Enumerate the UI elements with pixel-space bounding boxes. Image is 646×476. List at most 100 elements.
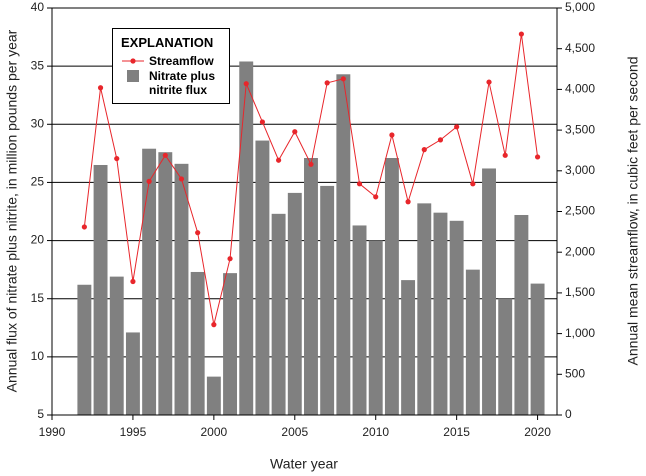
y-tick-label: 5 xyxy=(37,407,44,421)
marker xyxy=(276,157,282,163)
bar xyxy=(498,298,513,415)
x-tick-label: 2020 xyxy=(524,425,551,439)
x-tick-label: 2005 xyxy=(281,425,308,439)
marker xyxy=(356,181,363,187)
marker xyxy=(146,178,152,184)
y2-tick-label: 1,500 xyxy=(565,285,595,299)
bar xyxy=(223,273,238,415)
legend-item: Nitrate plus nitrite flux xyxy=(121,69,223,97)
bar xyxy=(352,225,367,415)
legend-label: Streamflow xyxy=(149,54,214,68)
legend-bar xyxy=(127,70,139,82)
bar xyxy=(401,280,416,415)
bar xyxy=(93,164,108,415)
y2-tick-label: 1,000 xyxy=(565,326,595,340)
marker xyxy=(534,154,541,160)
bar xyxy=(304,158,318,415)
legend-swatch xyxy=(122,58,144,64)
legend-title: EXPLANATION xyxy=(121,35,214,50)
marker xyxy=(259,119,266,125)
marker xyxy=(114,155,120,162)
marker xyxy=(324,80,330,86)
x-tick-label: 2000 xyxy=(201,425,228,439)
bar xyxy=(384,158,399,415)
legend-label: Nitrate plus nitrite flux xyxy=(149,69,216,97)
y-tick-label: 15 xyxy=(31,291,45,305)
bar xyxy=(255,140,270,415)
bar xyxy=(271,213,286,415)
x-tick-label: 2015 xyxy=(443,425,470,439)
y2-tick-label: 3,000 xyxy=(565,163,595,177)
marker xyxy=(405,199,411,205)
y-axis-title: Annual flux of nitrate plus nitrite, in … xyxy=(4,29,20,392)
y-tick-label: 30 xyxy=(31,116,45,130)
marker xyxy=(308,161,314,167)
x-tick-label: 2010 xyxy=(362,425,389,439)
y2-tick-label: 2,000 xyxy=(565,244,595,258)
bar xyxy=(206,376,221,415)
marker xyxy=(502,152,508,158)
marker xyxy=(97,85,104,91)
y2-tick-label: 4,500 xyxy=(565,41,595,55)
y2-tick-label: 3,500 xyxy=(565,122,595,136)
marker xyxy=(195,230,201,236)
x-tick-label: 1990 xyxy=(39,425,66,439)
marker xyxy=(389,132,395,138)
marker xyxy=(421,147,427,153)
marker xyxy=(340,76,346,82)
y2-tick-label: 0 xyxy=(565,407,572,421)
marker xyxy=(227,256,233,262)
marker xyxy=(243,81,249,87)
bar xyxy=(174,163,189,415)
y2-tick-label: 2,500 xyxy=(565,204,595,218)
marker xyxy=(81,224,87,230)
y2-tick-label: 500 xyxy=(565,366,585,380)
bar xyxy=(368,240,383,415)
bar xyxy=(125,332,140,415)
bar xyxy=(142,148,157,415)
marker xyxy=(373,194,379,200)
bar xyxy=(530,283,545,415)
marker xyxy=(130,278,136,285)
bar xyxy=(449,220,464,415)
bar xyxy=(336,74,351,415)
marker xyxy=(162,152,168,158)
bar xyxy=(287,192,302,415)
bar xyxy=(77,284,92,415)
y-tick-label: 10 xyxy=(31,349,45,363)
plot-frame xyxy=(51,7,558,416)
y2-tick-label: 5,000 xyxy=(565,0,595,14)
x-axis-title: Water year xyxy=(270,456,338,472)
marker xyxy=(178,176,185,182)
bar xyxy=(190,271,205,415)
marker xyxy=(292,129,298,135)
marker xyxy=(470,181,476,187)
bar xyxy=(482,168,496,415)
y-tick-label: 20 xyxy=(31,233,45,247)
legend: EXPLANATION Streamflow Nitrate plus nitri… xyxy=(112,28,230,104)
bar xyxy=(239,61,254,416)
y-tick-label: 40 xyxy=(31,0,45,14)
bar xyxy=(514,214,529,415)
bar xyxy=(417,203,432,415)
marker xyxy=(518,31,524,37)
legend-swatch xyxy=(127,70,139,82)
marker xyxy=(454,124,460,130)
marker xyxy=(437,137,444,143)
bar xyxy=(109,276,124,415)
legend-item: Streamflow xyxy=(121,54,223,68)
bar xyxy=(320,185,335,415)
bar xyxy=(158,152,173,416)
y-tick-label: 35 xyxy=(31,58,45,72)
y2-tick-label: 4,000 xyxy=(565,82,595,96)
y2-axis-title: Annual mean streamflow, in cubic feet pe… xyxy=(625,57,641,366)
y-tick-label: 25 xyxy=(31,175,45,189)
marker xyxy=(486,79,492,85)
bar xyxy=(465,269,480,415)
x-tick-label: 1995 xyxy=(120,425,147,439)
bar xyxy=(433,212,448,415)
marker xyxy=(211,322,217,328)
legend-marker xyxy=(130,58,136,64)
